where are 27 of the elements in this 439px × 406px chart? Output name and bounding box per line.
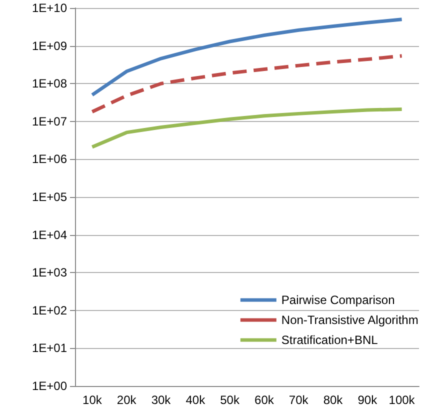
x-tick-label: 20k bbox=[116, 393, 138, 406]
y-tick-label: 1E+09 bbox=[32, 38, 68, 53]
y-tick-label: 1E+03 bbox=[32, 266, 68, 280]
y-tick-label: 1E+00 bbox=[32, 379, 68, 393]
line-series bbox=[90, 18, 404, 97]
y-tick-label: 1E+10 bbox=[32, 1, 68, 15]
y-tick-label: 1E+02 bbox=[32, 303, 68, 318]
line-series bbox=[90, 54, 404, 114]
legend-label: Non-Transistive Algorithm bbox=[281, 313, 418, 327]
y-tick-label: 1E+04 bbox=[32, 228, 68, 242]
x-tick-label: 50k bbox=[220, 393, 240, 406]
x-tick-label: 100k bbox=[388, 393, 416, 406]
x-tick-label: 60k bbox=[254, 393, 275, 406]
y-tick-label: 1E+01 bbox=[32, 341, 68, 356]
legend-label: Pairwise Comparison bbox=[281, 293, 395, 307]
x-tick-label: 30k bbox=[151, 393, 172, 406]
y-tick-label: 1E+06 bbox=[32, 152, 68, 166]
y-tick-label: 1E+08 bbox=[32, 76, 68, 91]
y-tick-label: 1E+05 bbox=[32, 190, 68, 204]
x-tick-label: 80k bbox=[323, 393, 344, 406]
line-series bbox=[90, 107, 404, 149]
legend-label: Stratification+BNL bbox=[281, 333, 378, 347]
x-tick-label: 40k bbox=[186, 393, 206, 406]
x-tick-label: 70k bbox=[288, 393, 310, 406]
x-tick-label: 90k bbox=[358, 393, 378, 406]
y-tick-label: 1E+07 bbox=[32, 114, 68, 128]
x-tick-label: 10k bbox=[82, 393, 103, 406]
